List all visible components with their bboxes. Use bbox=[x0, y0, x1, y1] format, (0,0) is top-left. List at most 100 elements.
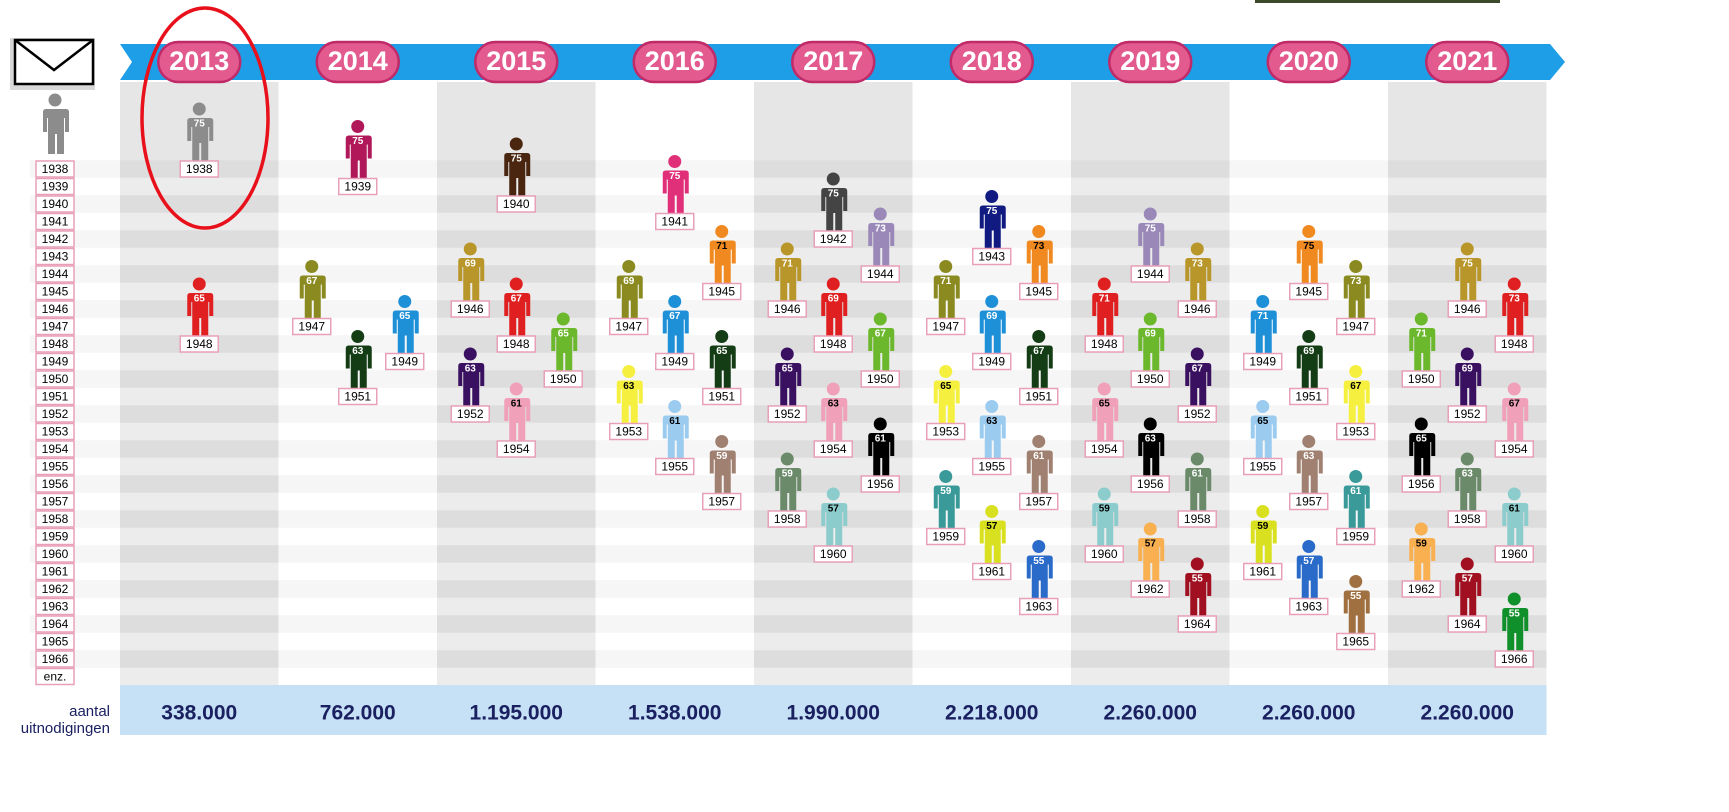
person-body bbox=[392, 310, 419, 356]
person-age: 65 bbox=[194, 294, 206, 305]
person-age: 67 bbox=[1033, 346, 1045, 357]
person-age: 61 bbox=[1192, 469, 1204, 480]
birth-year: 1948 bbox=[1501, 337, 1528, 351]
row-label: 1951 bbox=[42, 390, 69, 404]
person-head bbox=[1190, 242, 1204, 256]
row-stripe bbox=[30, 177, 1547, 196]
year-pill bbox=[949, 40, 1034, 84]
birth-year: 1959 bbox=[1342, 530, 1369, 544]
person-body bbox=[1185, 258, 1212, 303]
person-body bbox=[187, 118, 214, 163]
birth-year: 1957 bbox=[708, 495, 735, 509]
row-stripe bbox=[30, 195, 1547, 213]
person-age: 55 bbox=[1192, 574, 1204, 585]
birth-year-box bbox=[1289, 387, 1329, 406]
birth-year: 1947 bbox=[1342, 320, 1369, 334]
person-body bbox=[1092, 293, 1119, 338]
person-age: 75 bbox=[828, 189, 840, 200]
person: 65 1948 bbox=[179, 277, 219, 353]
person-head bbox=[873, 207, 887, 221]
person: 69 1951 bbox=[1289, 330, 1329, 406]
person-head bbox=[398, 295, 412, 308]
person-age: 75 bbox=[511, 154, 523, 165]
person-age: 69 bbox=[1462, 364, 1474, 375]
birth-year-box bbox=[655, 212, 695, 231]
highlight-circle bbox=[140, 6, 270, 230]
person-head bbox=[873, 417, 887, 431]
person-age: 63 bbox=[828, 399, 840, 410]
birth-year-box bbox=[385, 352, 425, 371]
person-body bbox=[1343, 380, 1370, 426]
birth-year: 1954 bbox=[820, 442, 847, 456]
birth-year-box bbox=[1130, 370, 1170, 388]
total-invitations: 2.218.000 bbox=[945, 702, 1038, 725]
person-age: 57 bbox=[1303, 556, 1315, 567]
person-age: 55 bbox=[1509, 609, 1521, 620]
birth-year: 1943 bbox=[978, 250, 1005, 264]
person: 73 1948 bbox=[1494, 277, 1534, 353]
person: 61 1954 bbox=[496, 382, 536, 458]
person: 57 1962 bbox=[1130, 522, 1170, 598]
person-age: 59 bbox=[782, 469, 794, 480]
person: 75 1944 bbox=[1130, 207, 1170, 283]
person-body bbox=[662, 415, 689, 461]
year-label: 2021 bbox=[1437, 46, 1497, 76]
total-invitations: 338.000 bbox=[161, 702, 237, 725]
row-label: 1958 bbox=[42, 512, 69, 526]
birth-year-box bbox=[926, 527, 966, 546]
person-head bbox=[715, 225, 729, 238]
birth-year-box bbox=[813, 545, 853, 563]
birth-year-box bbox=[860, 265, 900, 283]
birth-year-box bbox=[655, 457, 695, 476]
birth-year: 1946 bbox=[1454, 302, 1481, 316]
person-age: 67 bbox=[875, 329, 887, 340]
person-head bbox=[48, 93, 62, 107]
birth-year: 1965 bbox=[1342, 635, 1369, 649]
birth-year: 1950 bbox=[1137, 372, 1164, 386]
person-age: 67 bbox=[511, 294, 523, 305]
person: 69 1946 bbox=[450, 242, 490, 318]
person: 67 1949 bbox=[655, 295, 695, 371]
person-age: 55 bbox=[1350, 591, 1362, 602]
person-age: 73 bbox=[875, 224, 887, 235]
footer-label: uitnodigingen bbox=[21, 720, 110, 737]
person-body bbox=[1092, 503, 1119, 548]
person: 71 1948 bbox=[1084, 277, 1124, 353]
person-age: 63 bbox=[623, 381, 635, 392]
person: 67 1952 bbox=[1177, 347, 1217, 423]
person: 65 1953 bbox=[926, 365, 966, 441]
person-head bbox=[1032, 225, 1046, 238]
row-label: 1945 bbox=[42, 285, 69, 299]
person-head bbox=[1302, 225, 1316, 238]
person-body bbox=[1296, 345, 1323, 391]
person-head bbox=[826, 172, 840, 186]
row-stripe bbox=[30, 422, 1547, 441]
row-label: 1939 bbox=[42, 180, 69, 194]
person: 67 1950 bbox=[860, 312, 900, 388]
envelope bbox=[10, 38, 95, 90]
birth-year: 1947 bbox=[298, 320, 325, 334]
person-body bbox=[504, 398, 531, 443]
person-age: 65 bbox=[782, 364, 794, 375]
person-body bbox=[1185, 468, 1212, 513]
person: 71 1947 bbox=[926, 260, 966, 336]
birth-year: 1952 bbox=[1454, 407, 1481, 421]
row-label: 1966 bbox=[42, 652, 69, 666]
person-age: 69 bbox=[1303, 346, 1315, 357]
year-label: 2017 bbox=[803, 46, 863, 76]
row-stripe bbox=[30, 667, 1547, 686]
person-head bbox=[780, 347, 794, 361]
row-label: 1957 bbox=[42, 495, 69, 509]
person-body bbox=[1138, 433, 1165, 478]
person-body bbox=[775, 468, 802, 513]
row-label-box bbox=[35, 370, 75, 388]
person-body bbox=[299, 275, 326, 321]
birth-year-box bbox=[338, 177, 378, 196]
birth-year-box bbox=[1084, 545, 1124, 563]
birth-year-box bbox=[1447, 510, 1487, 528]
person-body bbox=[979, 205, 1006, 251]
footer-label: aantal bbox=[69, 703, 110, 720]
person-age: 67 bbox=[1350, 381, 1362, 392]
person-head bbox=[1032, 540, 1046, 553]
